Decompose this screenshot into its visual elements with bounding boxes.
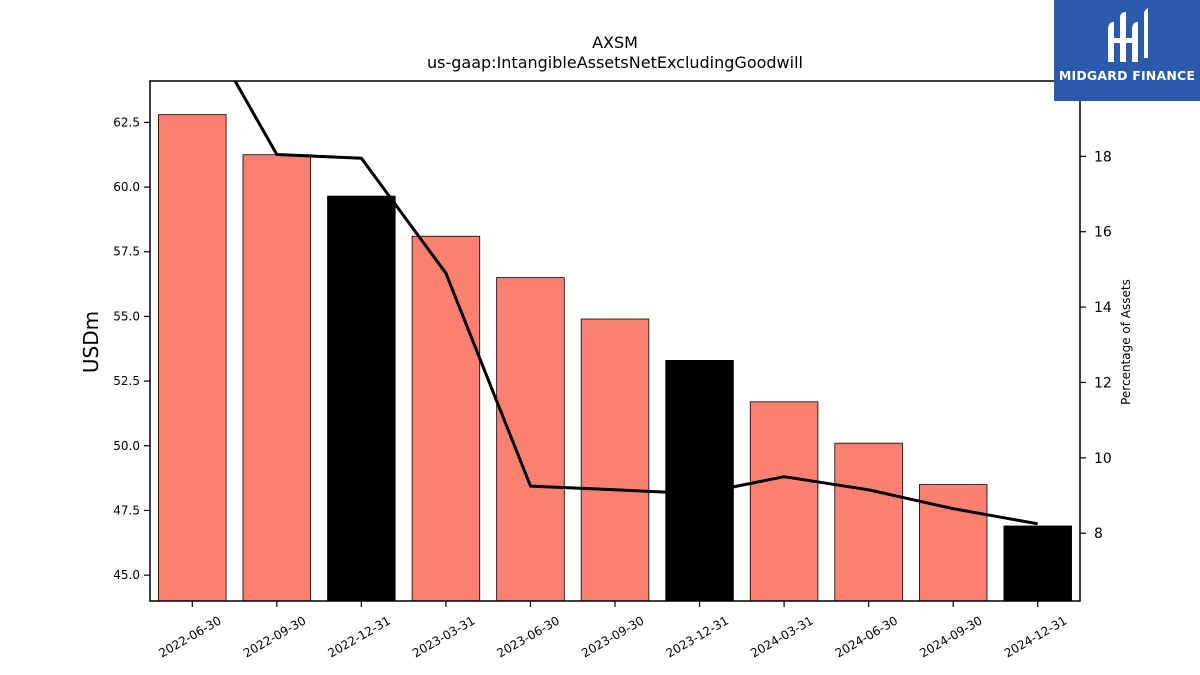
x-tick-label: 2022-09-30 [241,613,308,660]
y-tick-label: 52.5 [113,374,140,388]
y2-tick-label: 8 [1094,526,1103,542]
bar-2023-03-31 [411,235,481,602]
y-tick-label: 60.0 [113,180,140,194]
chart-title: AXSM [592,33,638,52]
y2-tick-label: 12 [1094,375,1112,391]
logo-mark-icon [1108,8,1148,62]
bar-2022-09-30 [242,154,312,602]
x-tick-label: 2024-06-30 [833,613,900,660]
bar-2023-12-31 [665,360,734,602]
y-axis-label: USDm [79,311,103,373]
bar-2022-12-31 [327,195,396,602]
x-tick-label: 2023-03-31 [410,613,477,660]
bar-2023-06-30 [496,277,565,602]
y-tick-label: 62.5 [113,115,140,129]
percentage-line [233,81,1038,526]
x-tick-label: 2022-06-30 [156,613,223,660]
bar-2024-03-31 [749,401,819,602]
x-tick-label: 2023-06-30 [495,613,562,660]
x-tick-label: 2023-12-31 [664,613,731,660]
x-tick-label: 2024-09-30 [917,613,984,660]
y-tick-label: 55.0 [113,309,140,323]
bar-2022-06-30 [158,114,227,602]
bar-2023-09-30 [580,318,650,602]
y-tick-label: 50.0 [113,439,140,453]
y2-tick-label: 14 [1094,300,1112,316]
y2-axis-label: Percentage of Assets [1119,279,1133,405]
bar-2024-06-30 [834,442,903,602]
y2-tick-label: 16 [1094,225,1112,241]
y2-tick-label: 10 [1094,451,1112,467]
y2-tick-label: 18 [1094,149,1112,165]
y-tick-label: 57.5 [113,245,140,259]
midgard-finance-logo: MIDGARD FINANCE [1054,0,1200,101]
x-tick-label: 2023-09-30 [579,613,646,660]
x-tick-label: 2022-12-31 [325,613,392,660]
x-tick-label: 2024-03-31 [748,613,815,660]
logo-text: MIDGARD FINANCE [1058,68,1196,83]
chart-subtitle: us-gaap:IntangibleAssetsNetExcludingGood… [427,53,803,72]
bar-2024-12-31 [1003,525,1072,602]
y-tick-label: 45.0 [113,568,140,582]
x-tick-label: 2024-12-31 [1002,613,1069,660]
y-tick-label: 47.5 [113,503,140,517]
